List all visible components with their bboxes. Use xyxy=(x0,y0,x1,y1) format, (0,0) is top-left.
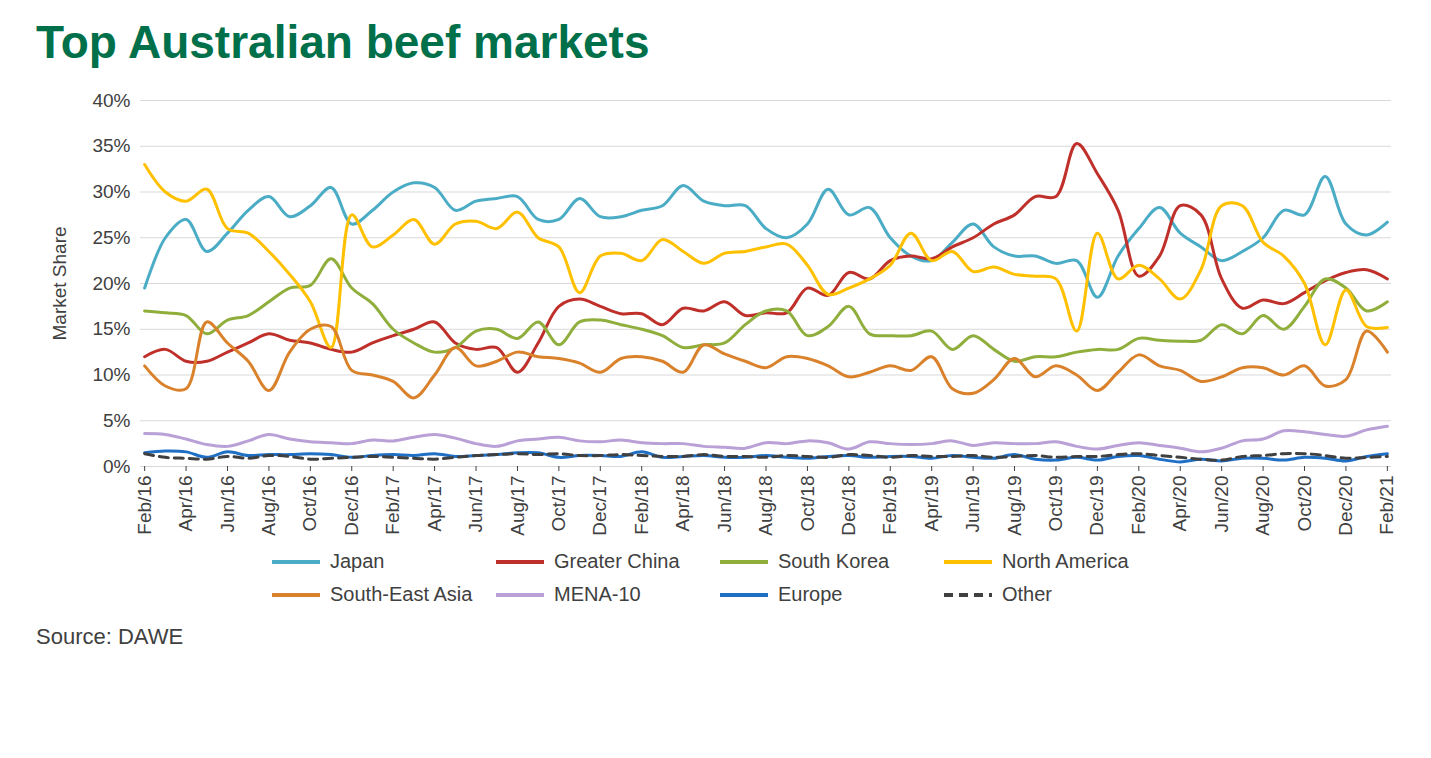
svg-text:Market Share: Market Share xyxy=(49,226,70,340)
svg-text:0%: 0% xyxy=(103,456,131,477)
html-text:Top Australian beef markets: Top Australian beef markets xyxy=(36,16,650,68)
html-text:MENA-10: MENA-10 xyxy=(554,583,641,605)
svg-text:Apr/17: Apr/17 xyxy=(424,476,445,532)
svg-text:Jun/18: Jun/18 xyxy=(714,476,735,533)
svg-text:Jun/17: Jun/17 xyxy=(465,476,486,533)
svg-text:Dec/16: Dec/16 xyxy=(341,476,362,536)
svg-text:25%: 25% xyxy=(92,227,130,248)
svg-text:Feb/20: Feb/20 xyxy=(1128,476,1149,535)
svg-text:Dec/18: Dec/18 xyxy=(838,476,859,536)
svg-text:Oct/17: Oct/17 xyxy=(548,476,569,532)
svg-text:Aug/17: Aug/17 xyxy=(507,476,528,536)
html-text:North America: North America xyxy=(1002,550,1129,572)
svg-text:Jun/16: Jun/16 xyxy=(217,476,238,533)
svg-text:15%: 15% xyxy=(92,318,130,339)
svg-text:Apr/16: Apr/16 xyxy=(175,476,196,532)
svg-text:Aug/20: Aug/20 xyxy=(1252,476,1273,536)
svg-text:Jun/20: Jun/20 xyxy=(1211,476,1232,533)
html-text:Other: Other xyxy=(1002,583,1052,605)
svg-text:30%: 30% xyxy=(92,181,130,202)
svg-text:Jun/19: Jun/19 xyxy=(962,476,983,533)
html-text:South Korea: South Korea xyxy=(778,550,890,572)
html-text:Europe: Europe xyxy=(778,583,843,605)
svg-text:Dec/17: Dec/17 xyxy=(589,476,610,536)
html-text:Japan: Japan xyxy=(330,550,385,572)
html-text:Source: DAWE: Source: DAWE xyxy=(36,624,184,649)
svg-text:Oct/18: Oct/18 xyxy=(797,476,818,532)
svg-text:Feb/18: Feb/18 xyxy=(631,476,652,535)
svg-text:5%: 5% xyxy=(103,410,131,431)
svg-text:Apr/19: Apr/19 xyxy=(921,476,942,532)
svg-text:Aug/19: Aug/19 xyxy=(1004,476,1025,536)
svg-text:Feb/16: Feb/16 xyxy=(134,476,155,535)
svg-text:35%: 35% xyxy=(92,135,130,156)
svg-text:Dec/19: Dec/19 xyxy=(1086,476,1107,536)
html-text:Greater China: Greater China xyxy=(554,550,680,572)
svg-text:Feb/17: Feb/17 xyxy=(382,476,403,535)
svg-text:Feb/19: Feb/19 xyxy=(879,476,900,535)
svg-text:Feb/21: Feb/21 xyxy=(1376,476,1397,535)
svg-text:10%: 10% xyxy=(92,364,130,385)
svg-text:20%: 20% xyxy=(92,273,130,294)
svg-text:Oct/19: Oct/19 xyxy=(1045,476,1066,532)
svg-text:40%: 40% xyxy=(92,90,130,111)
svg-text:Aug/18: Aug/18 xyxy=(755,476,776,536)
svg-text:Apr/18: Apr/18 xyxy=(672,476,693,532)
svg-text:Oct/20: Oct/20 xyxy=(1294,476,1315,532)
html-text:South-East Asia: South-East Asia xyxy=(330,583,473,605)
svg-text:Oct/16: Oct/16 xyxy=(299,476,320,532)
svg-text:Dec/20: Dec/20 xyxy=(1335,476,1356,536)
svg-text:Aug/16: Aug/16 xyxy=(258,476,279,536)
svg-text:Apr/20: Apr/20 xyxy=(1169,476,1190,532)
